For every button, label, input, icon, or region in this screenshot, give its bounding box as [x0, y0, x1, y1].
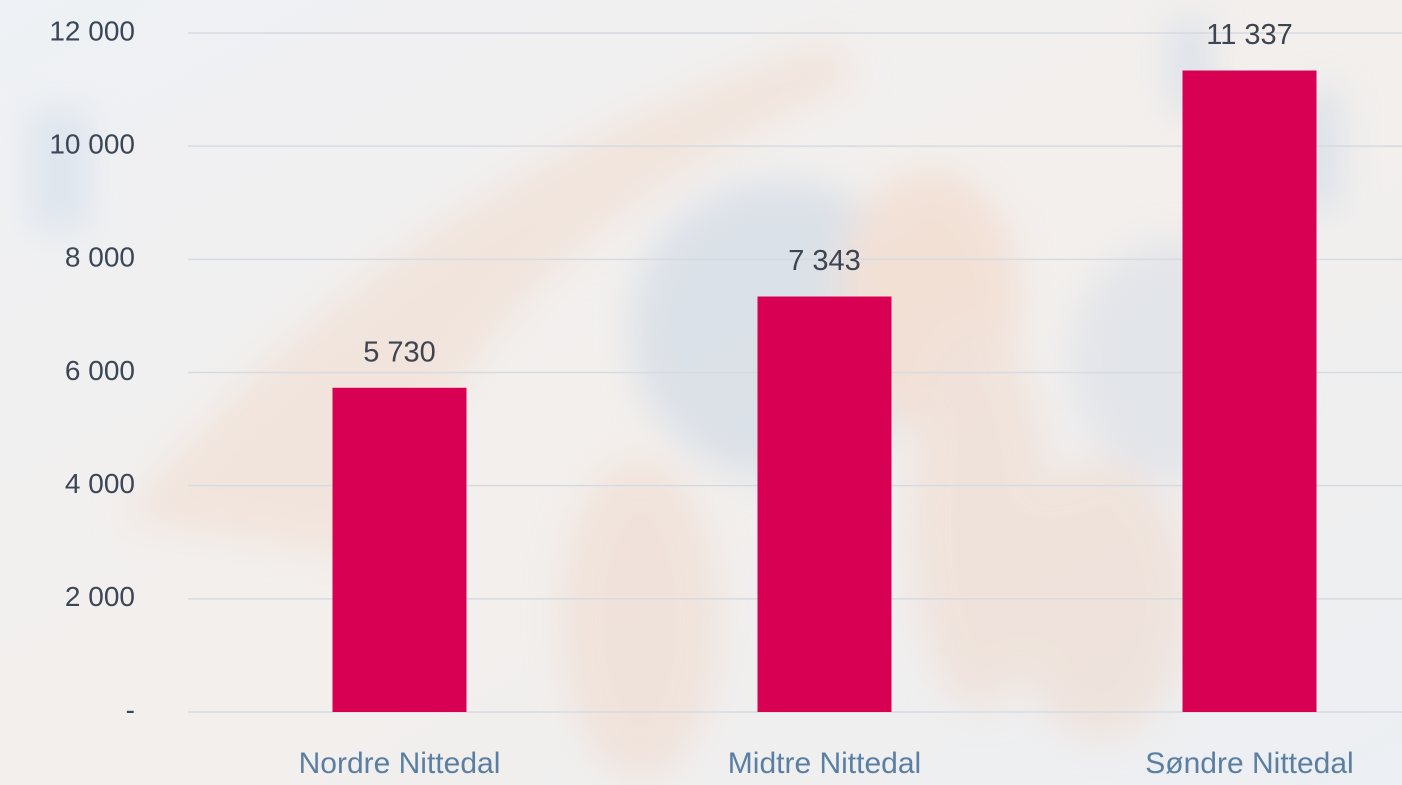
bar	[332, 387, 467, 712]
y-tick-label: -	[126, 694, 135, 725]
x-tick-label: Nordre Nittedal	[299, 747, 501, 780]
value-label: 5 730	[363, 336, 436, 368]
bar	[757, 296, 892, 712]
y-tick-label: 10 000	[49, 129, 135, 160]
background-photo	[30, 20, 1340, 780]
x-tick-label: Midtre Nittedal	[728, 747, 921, 780]
x-tick-label: Søndre Nittedal	[1145, 747, 1353, 780]
y-tick-label: 2 000	[65, 581, 135, 612]
y-tick-label: 8 000	[65, 242, 135, 273]
y-tick-label: 4 000	[65, 468, 135, 499]
y-tick-label: 12 000	[49, 15, 135, 46]
value-label: 11 337	[1206, 19, 1293, 51]
value-label: 7 343	[788, 245, 861, 277]
y-tick-label: 6 000	[65, 355, 135, 386]
bar	[1182, 70, 1317, 712]
